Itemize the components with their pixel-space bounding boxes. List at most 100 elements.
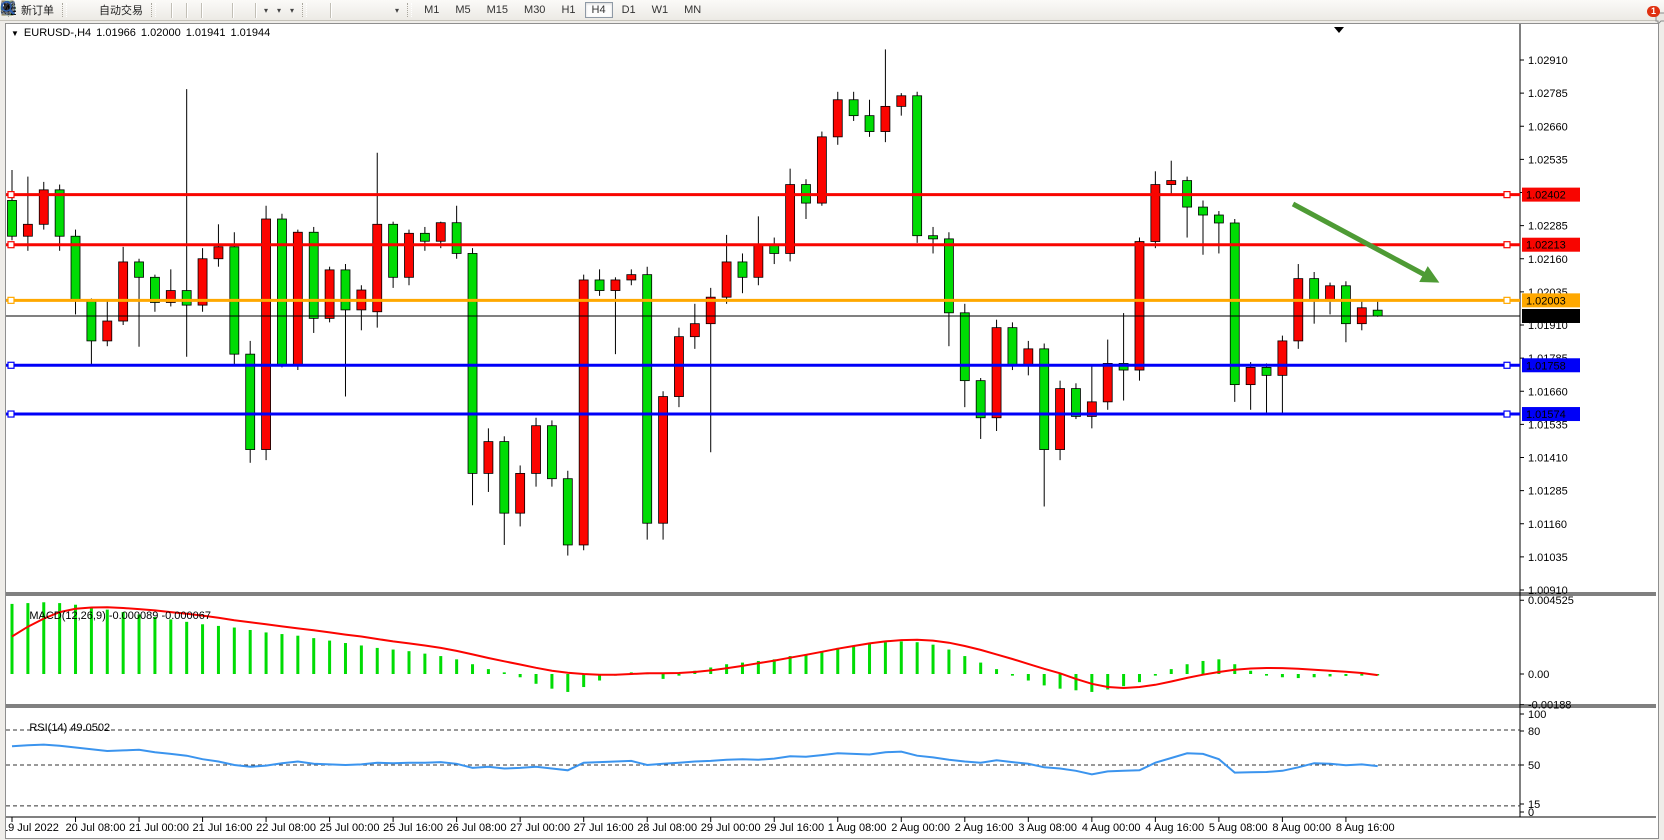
svg-text:4 Aug 16:00: 4 Aug 16:00 xyxy=(1145,822,1204,834)
toolbar-grip[interactable] xyxy=(62,3,67,17)
charts-button[interactable] xyxy=(1,0,79,20)
macd-signal-value: -0.000067 xyxy=(161,610,211,622)
svg-text:1.01660: 1.01660 xyxy=(1528,386,1568,398)
svg-text:50: 50 xyxy=(1528,760,1540,772)
signals-button[interactable] xyxy=(0,0,95,20)
template-button[interactable]: ▾ xyxy=(1,0,298,20)
macd-signal-line xyxy=(11,606,1378,690)
svg-text:1.01535: 1.01535 xyxy=(1528,419,1568,431)
dropdown-caret-icon: ▾ xyxy=(277,5,282,15)
current-price-line: 1.01944 xyxy=(6,308,1580,323)
price-axis: 1.029101.027851.026601.025351.024101.022… xyxy=(1520,55,1568,597)
svg-text:29 Jul 16:00: 29 Jul 16:00 xyxy=(764,822,824,834)
chart-window[interactable]: 1.029101.027851.026601.025351.024101.022… xyxy=(5,23,1659,839)
candlestick-series[interactable] xyxy=(7,49,1383,556)
vertical-line-tool-button[interactable] xyxy=(7,0,342,20)
timeframe-button-MN[interactable]: MN xyxy=(684,4,702,16)
svg-text:1.02285: 1.02285 xyxy=(1528,221,1568,233)
svg-text:29 Jul 00:00: 29 Jul 00:00 xyxy=(701,822,761,834)
label-tool-button[interactable]: T xyxy=(1,0,390,20)
bar-chart-mode-button[interactable] xyxy=(1,0,168,20)
auto-scroll-button[interactable] xyxy=(1,0,244,20)
new-order-button[interactable]: 新订单 xyxy=(1,0,58,20)
toolbar-grip[interactable] xyxy=(407,3,413,17)
add-indicator-button[interactable]: ▾ xyxy=(1,0,272,20)
price-chart-canvas[interactable]: 1.029101.027851.026601.025351.024101.022… xyxy=(6,24,1656,836)
quote-close: 1.01944 xyxy=(230,27,271,39)
svg-text:1.01160: 1.01160 xyxy=(1528,519,1567,531)
svg-text:1.02213: 1.02213 xyxy=(1526,240,1566,252)
timeframe-button-D1[interactable]: D1 xyxy=(621,4,636,16)
candlestick-mode-button[interactable] xyxy=(1,0,183,20)
timeframe-button-W1[interactable]: W1 xyxy=(651,4,669,16)
arrows-tool-button[interactable]: ▾ xyxy=(3,0,403,20)
horizontal-line-object[interactable]: 1.01574 xyxy=(6,407,1580,422)
toolbar-grip[interactable] xyxy=(151,3,156,17)
search-icon[interactable] xyxy=(0,0,16,16)
horizontal-line-object[interactable]: 1.02003 xyxy=(6,293,1580,308)
svg-text:1 Aug 08:00: 1 Aug 08:00 xyxy=(828,822,887,834)
svg-text:1.00910: 1.00910 xyxy=(1528,585,1568,597)
rsi-pane: 100 80 50 150 xyxy=(6,709,1546,819)
quote-high: 1.02000 xyxy=(140,27,181,39)
chart-shift-button[interactable] xyxy=(1,0,252,20)
zoom-out-button[interactable] xyxy=(1,0,221,20)
dropdown-caret-icon: ▾ xyxy=(264,5,269,15)
dropdown-caret-icon: ▾ xyxy=(395,5,400,15)
channel-tool-button[interactable]: E xyxy=(0,0,366,20)
quote-low: 1.01941 xyxy=(185,27,226,39)
timeframe-button-H1[interactable]: H1 xyxy=(561,4,576,16)
autotrading-label: 自动交易 xyxy=(99,5,143,17)
horizontal-line-object[interactable]: 1.02213 xyxy=(6,237,1580,252)
rsi-line xyxy=(11,743,1378,776)
cursor-tool-button[interactable] xyxy=(4,0,319,20)
crosshair-tool-button[interactable] xyxy=(2,0,327,20)
timeframe-toolbar: M1 M5 M15 M30 H1 H4 D1 W1 MN xyxy=(416,2,709,18)
notification-badge: 1 xyxy=(1647,6,1660,17)
horizontal-line-tool-button[interactable] xyxy=(2,0,350,20)
timeframe-button-M15[interactable]: M15 xyxy=(486,4,509,16)
period-button[interactable]: ▾ xyxy=(1,0,285,20)
svg-text:1.01410: 1.01410 xyxy=(1528,453,1568,465)
timeframe-button-M30[interactable]: M30 xyxy=(524,4,546,16)
new-order-label: 新订单 xyxy=(21,5,54,17)
chat-bubble-icon xyxy=(1655,12,1664,26)
autotrading-button[interactable]: 自动交易 xyxy=(1,0,147,20)
svg-text:3 Aug 08:00: 3 Aug 08:00 xyxy=(1018,822,1077,834)
svg-text:1.01574: 1.01574 xyxy=(1526,409,1566,421)
svg-text:25 Jul 16:00: 25 Jul 16:00 xyxy=(383,822,443,834)
trend-arrow-object[interactable] xyxy=(1291,201,1440,283)
macd-indicator-label: MACD(12,26,9) -0.000089 -0.000067 xyxy=(29,610,211,622)
profile-button[interactable] xyxy=(1,0,87,20)
expand-triangle-icon[interactable]: ▼ xyxy=(11,28,19,38)
fibonacci-tool-button[interactable]: F xyxy=(2,0,374,20)
zoom-in-button[interactable] xyxy=(1,0,213,20)
rsi-indicator-label: RSI(14) 49.0502 xyxy=(29,722,111,734)
tile-windows-button[interactable] xyxy=(1,0,229,20)
svg-text:1.02660: 1.02660 xyxy=(1528,121,1568,133)
svg-text:80: 80 xyxy=(1528,726,1540,738)
svg-text:1.02910: 1.02910 xyxy=(1528,55,1568,67)
line-chart-mode-button[interactable] xyxy=(1,0,198,20)
timeframe-button-M5[interactable]: M5 xyxy=(455,4,471,16)
trendline-tool-button[interactable] xyxy=(1,0,358,20)
horizontal-line-object[interactable]: 1.02402 xyxy=(6,187,1580,202)
text-tool-button[interactable]: A xyxy=(4,0,382,20)
svg-text:28 Jul 08:00: 28 Jul 08:00 xyxy=(637,822,697,834)
chart-symbol-period: EURUSD-,H4 xyxy=(23,27,92,39)
svg-text:1.01035: 1.01035 xyxy=(1528,552,1568,564)
svg-text:-0.00188: -0.00188 xyxy=(1528,700,1571,712)
svg-text:0: 0 xyxy=(1528,807,1534,819)
svg-text:1.01944: 1.01944 xyxy=(1526,311,1566,323)
timeframe-button-M1[interactable]: M1 xyxy=(424,4,440,16)
timeframe-button-H4[interactable]: H4 xyxy=(584,2,613,18)
chart-shift-marker[interactable] xyxy=(1334,27,1344,33)
svg-text:A: A xyxy=(4,4,12,16)
toolbar-grip[interactable] xyxy=(302,3,308,17)
svg-text:25 Jul 00:00: 25 Jul 00:00 xyxy=(320,822,380,834)
horizontal-line-object[interactable]: 1.01758 xyxy=(6,358,1580,373)
chart-frame xyxy=(6,24,1656,818)
svg-text:1.02160: 1.02160 xyxy=(1528,254,1568,266)
svg-text:T: T xyxy=(6,3,13,15)
